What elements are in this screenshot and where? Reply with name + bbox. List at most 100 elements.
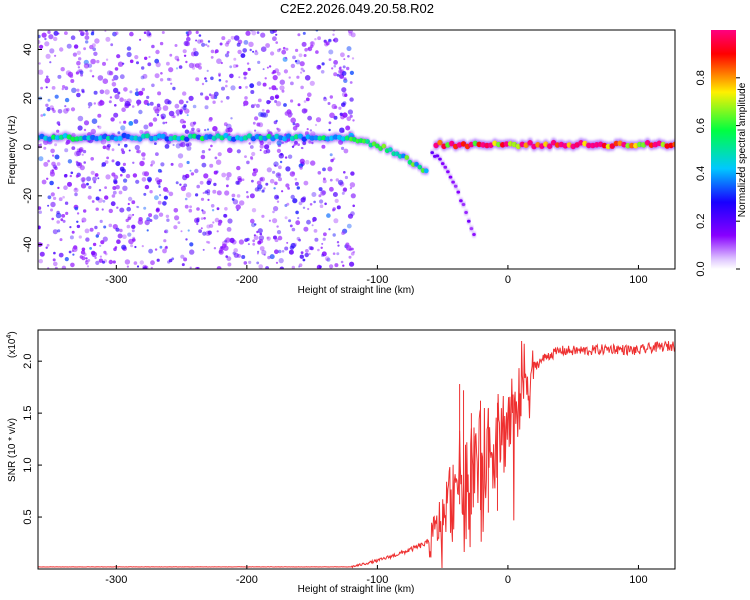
noise-speck — [136, 205, 140, 209]
noise-speck — [281, 49, 287, 55]
noise-speck — [223, 122, 228, 127]
noise-speck — [224, 42, 229, 47]
noise-speck — [349, 97, 354, 102]
noise-speck — [229, 73, 234, 79]
noise-speck — [324, 256, 330, 262]
noise-speck — [108, 208, 114, 214]
noise-speck — [321, 253, 325, 257]
noise-speck — [175, 181, 179, 185]
noise-speck — [117, 91, 121, 95]
colorbar-tick-label: 0.2 — [695, 214, 707, 229]
noise-speck — [128, 121, 134, 126]
noise-speck — [218, 78, 222, 82]
noise-speck — [206, 69, 209, 72]
noise-speck — [236, 181, 241, 185]
noise-speck — [254, 51, 259, 56]
band-cell — [404, 155, 410, 160]
noise-speck — [274, 238, 279, 243]
noise-speck — [303, 54, 307, 57]
noise-speck — [113, 178, 118, 184]
noise-speck — [62, 219, 66, 223]
noise-speck — [170, 82, 173, 85]
noise-speck — [170, 162, 174, 166]
noise-speck — [252, 121, 256, 125]
noise-speck — [57, 229, 61, 233]
noise-speck — [248, 260, 252, 264]
noise-speck — [259, 177, 264, 182]
noise-speck — [76, 60, 81, 66]
noise-speck — [97, 125, 100, 128]
noise-speck — [342, 187, 348, 192]
band-cell — [446, 170, 450, 174]
noise-speck — [114, 67, 119, 71]
noise-speck — [298, 201, 303, 206]
noise-speck — [178, 65, 183, 69]
noise-speck — [352, 119, 355, 122]
noise-speck — [349, 182, 356, 188]
noise-speck — [199, 39, 204, 43]
noise-speck — [107, 143, 111, 148]
noise-speck — [141, 177, 147, 182]
noise-speck — [44, 37, 47, 41]
noise-speck — [49, 48, 55, 54]
noise-speck — [345, 242, 350, 247]
noise-speck — [178, 162, 184, 168]
noise-speck — [221, 172, 227, 178]
noise-speck — [227, 147, 233, 154]
noise-speck — [149, 101, 154, 106]
noise-speck — [89, 44, 94, 50]
noise-speck — [54, 154, 60, 160]
noise-speck — [173, 225, 178, 230]
noise-speck — [90, 128, 97, 135]
noise-speck — [237, 176, 242, 181]
band-cell — [586, 142, 592, 149]
noise-speck — [284, 156, 288, 159]
noise-speck — [89, 69, 93, 73]
noise-speck — [272, 170, 276, 174]
noise-speck — [80, 177, 86, 182]
noise-speck — [126, 265, 129, 268]
noise-speck — [243, 76, 247, 80]
snr-xtick-label: -100 — [366, 574, 388, 586]
noise-speck — [276, 200, 280, 203]
noise-speck — [332, 157, 336, 160]
noise-speck — [185, 60, 188, 64]
noise-speck — [212, 189, 217, 194]
band-cell — [461, 203, 466, 206]
noise-speck — [225, 80, 228, 83]
noise-speck — [319, 204, 324, 208]
noise-speck — [303, 180, 309, 186]
noise-speck — [59, 238, 63, 242]
noise-speck — [274, 94, 280, 99]
noise-speck — [43, 161, 49, 167]
noise-speck — [47, 30, 51, 34]
noise-speck — [310, 41, 314, 45]
noise-speck — [295, 220, 301, 226]
noise-speck — [149, 190, 153, 194]
noise-speck — [248, 41, 254, 47]
noise-speck — [321, 190, 327, 195]
noise-speck — [274, 181, 278, 186]
noise-speck — [144, 56, 148, 60]
noise-speck — [104, 160, 109, 165]
noise-speck — [138, 109, 143, 115]
noise-speck — [230, 117, 233, 120]
noise-speck — [121, 107, 126, 112]
noise-speck — [226, 40, 230, 45]
noise-speck — [81, 177, 86, 182]
noise-speck — [174, 44, 178, 47]
noise-speck — [275, 33, 278, 36]
noise-speck — [57, 74, 62, 79]
noise-speck — [99, 255, 102, 258]
noise-speck — [259, 232, 263, 236]
noise-speck — [275, 41, 279, 44]
noise-speck — [93, 180, 96, 184]
noise-speck — [332, 33, 335, 36]
noise-speck — [259, 246, 265, 251]
noise-speck — [216, 230, 219, 233]
noise-speck — [302, 31, 306, 35]
noise-speck — [46, 177, 49, 180]
noise-speck — [328, 49, 334, 55]
noise-speck — [83, 128, 87, 132]
